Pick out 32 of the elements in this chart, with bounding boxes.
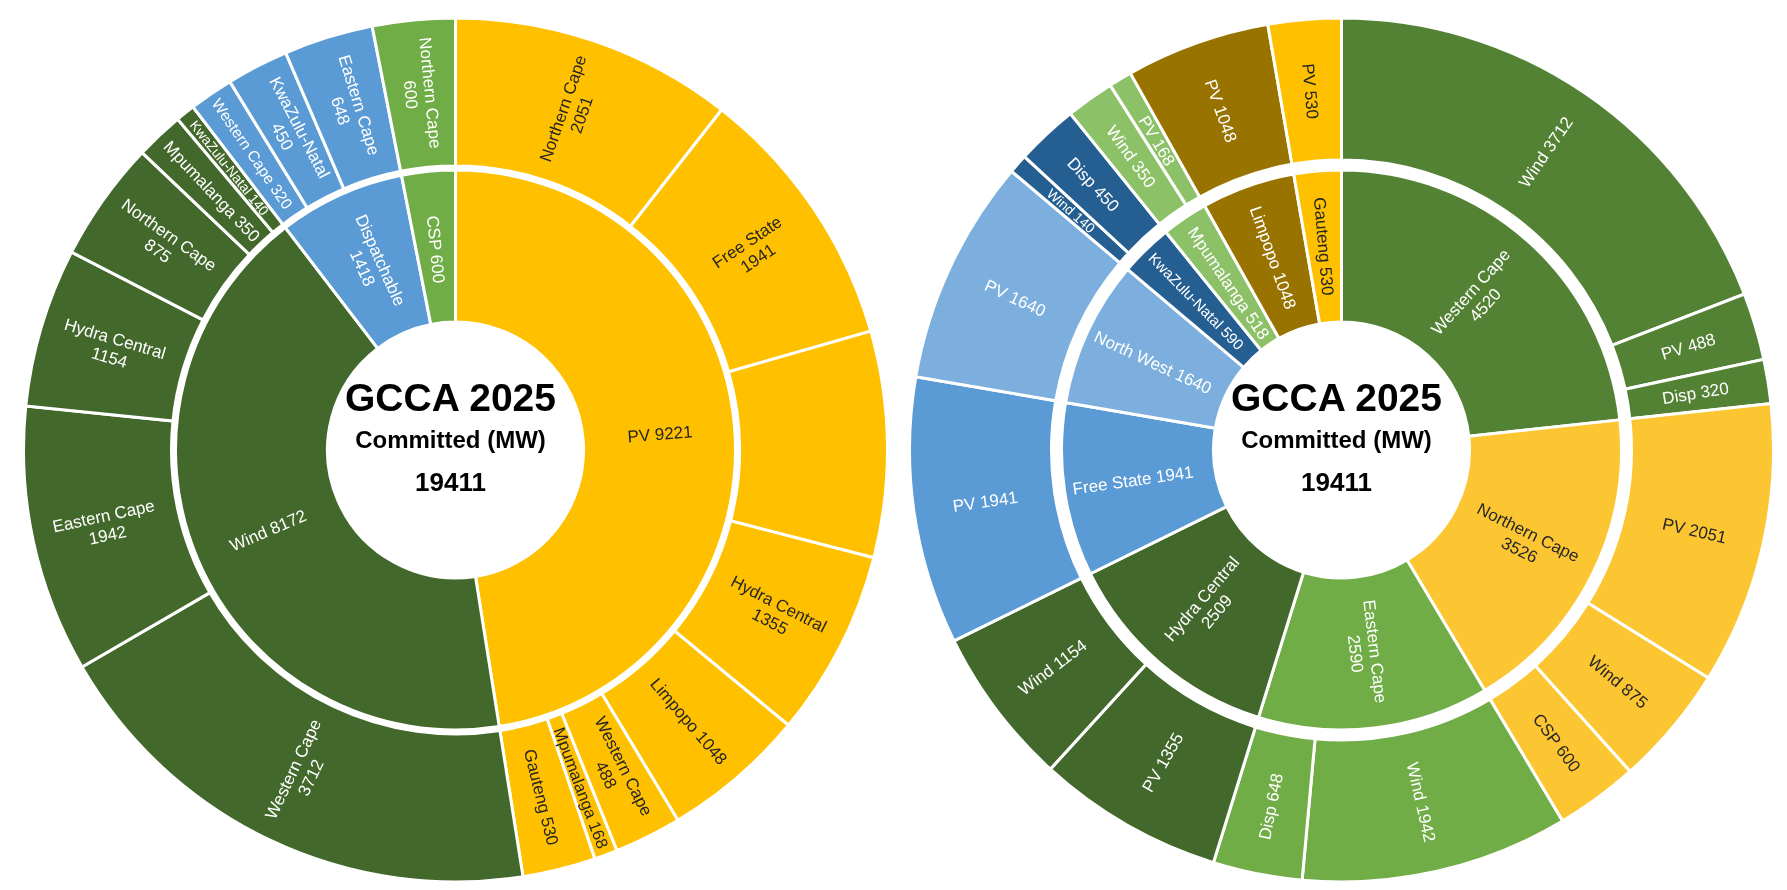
data-label: 648 bbox=[1262, 771, 1287, 804]
data-label: 600 bbox=[426, 249, 449, 284]
text: GCCA 2025 bbox=[1230, 375, 1443, 421]
slice-label: Disp bbox=[1255, 804, 1281, 842]
data-label: 530 bbox=[1315, 261, 1338, 297]
data-label: 1941 bbox=[978, 487, 1019, 513]
text: GCCA 2025 bbox=[344, 375, 557, 421]
slice-label: Gauteng bbox=[1309, 196, 1335, 264]
data-label: 1942 bbox=[1412, 802, 1440, 844]
slice-label: Wind bbox=[1402, 760, 1430, 803]
slice-label: Gauteng bbox=[519, 747, 555, 816]
data-label: 320 bbox=[1699, 378, 1731, 403]
slice-label: PV bbox=[626, 425, 652, 447]
data-label: 1941 bbox=[1154, 462, 1195, 487]
slice-label: Disp bbox=[1660, 384, 1698, 409]
slice-label: Wind bbox=[227, 522, 271, 556]
data-label: 2051 bbox=[1687, 520, 1729, 548]
slice-label: Free State bbox=[1071, 468, 1153, 499]
text: Committed (MW) bbox=[1240, 425, 1433, 455]
slice-label: CSP bbox=[422, 214, 446, 252]
data-label: 600 bbox=[399, 79, 422, 110]
slice-label: PV bbox=[1298, 62, 1320, 88]
text: Committed (MW) bbox=[354, 425, 547, 455]
slice-label: PV bbox=[951, 493, 978, 516]
data-label: 530 bbox=[1300, 85, 1323, 120]
slice-label: PV bbox=[1660, 514, 1688, 539]
text: 19411 bbox=[414, 466, 487, 499]
slice-label: PV bbox=[1658, 339, 1687, 364]
data-label: 9221 bbox=[649, 422, 694, 445]
slice-label: PV bbox=[1200, 77, 1227, 106]
data-label: 2590 bbox=[1343, 633, 1368, 674]
text: 19411 bbox=[1300, 466, 1373, 499]
